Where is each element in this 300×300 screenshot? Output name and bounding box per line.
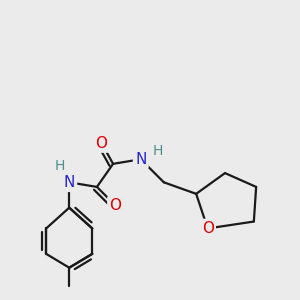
Text: H: H xyxy=(153,144,163,158)
Text: N: N xyxy=(135,152,146,167)
Text: H: H xyxy=(55,159,65,173)
Text: O: O xyxy=(95,136,107,151)
Text: O: O xyxy=(202,221,214,236)
Text: N: N xyxy=(64,175,75,190)
Text: O: O xyxy=(110,198,122,213)
